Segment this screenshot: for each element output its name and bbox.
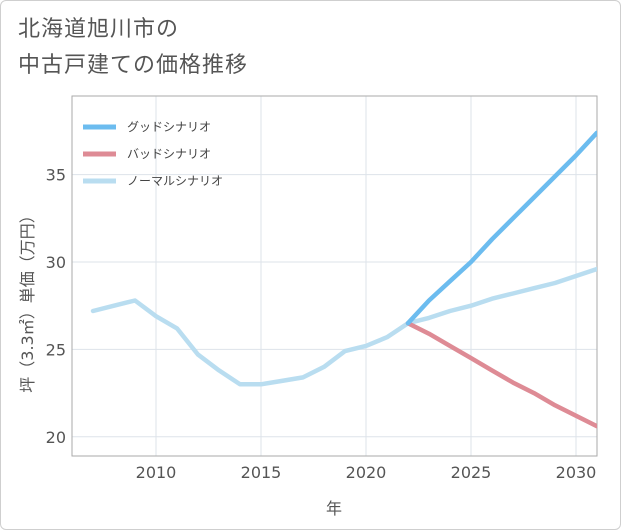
series-line-good: [405, 130, 597, 326]
series-line-normal: [90, 266, 597, 387]
legend-label-normal: ノーマルシナリオ: [127, 174, 223, 188]
y-tick-label-35: 35: [46, 166, 66, 185]
legend-label-good: グッドシナリオ: [127, 120, 211, 134]
y-tick-label-25: 25: [46, 340, 66, 359]
x-axis-title: 年: [326, 499, 342, 518]
chart-title-line-2: 中古戸建ての価格推移: [18, 53, 249, 78]
chart-title-line-1: 北海道旭川市の: [18, 17, 180, 42]
x-tick-label-2015: 2015: [241, 463, 282, 482]
series-layer: [90, 130, 597, 429]
grid-lines: [72, 96, 597, 456]
y-axis-title: 坪（3.3㎡）単価（万円）: [18, 207, 37, 392]
x-tick-label-2010: 2010: [136, 463, 177, 482]
x-tick-label-2030: 2030: [556, 463, 597, 482]
x-tick-label-2025: 2025: [451, 463, 492, 482]
chart-title: 北海道旭川市の 中古戸建ての価格推移: [18, 12, 248, 84]
x-tick-label-2020: 2020: [346, 463, 387, 482]
series-line-bad: [405, 320, 597, 429]
legend-label-bad: バッドシナリオ: [127, 147, 211, 161]
plot-area-border: [71, 95, 598, 457]
y-tick-label-20: 20: [46, 428, 66, 447]
y-tick-label-30: 30: [46, 253, 66, 272]
